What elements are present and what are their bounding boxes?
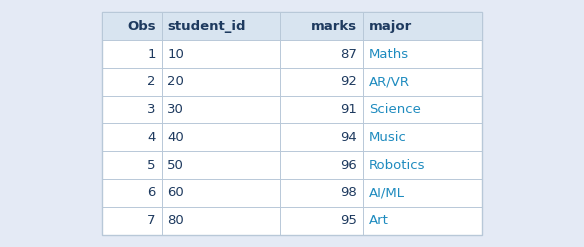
Text: major: major: [369, 20, 412, 33]
Text: Robotics: Robotics: [369, 159, 426, 172]
Text: Maths: Maths: [369, 47, 409, 61]
Text: 60: 60: [168, 186, 184, 200]
Text: Science: Science: [369, 103, 421, 116]
Text: Art: Art: [369, 214, 389, 227]
Text: 91: 91: [340, 103, 357, 116]
Text: 2: 2: [147, 75, 156, 88]
Text: Music: Music: [369, 131, 407, 144]
Text: 5: 5: [147, 159, 156, 172]
Text: AI/ML: AI/ML: [369, 186, 405, 200]
Text: 87: 87: [340, 47, 357, 61]
Text: 96: 96: [340, 159, 357, 172]
Text: 50: 50: [168, 159, 184, 172]
Text: student_id: student_id: [168, 20, 246, 33]
Text: 10: 10: [168, 47, 184, 61]
Text: 1: 1: [147, 47, 156, 61]
Text: 40: 40: [168, 131, 184, 144]
Text: 80: 80: [168, 214, 184, 227]
Text: 94: 94: [340, 131, 357, 144]
Text: 7: 7: [147, 214, 156, 227]
Text: 20: 20: [168, 75, 184, 88]
Text: marks: marks: [311, 20, 357, 33]
Text: 3: 3: [147, 103, 156, 116]
Text: Obs: Obs: [127, 20, 156, 33]
Text: 92: 92: [340, 75, 357, 88]
Text: 95: 95: [340, 214, 357, 227]
Text: 98: 98: [340, 186, 357, 200]
Text: 6: 6: [147, 186, 156, 200]
Text: 4: 4: [147, 131, 156, 144]
Text: 30: 30: [168, 103, 184, 116]
Text: AR/VR: AR/VR: [369, 75, 410, 88]
